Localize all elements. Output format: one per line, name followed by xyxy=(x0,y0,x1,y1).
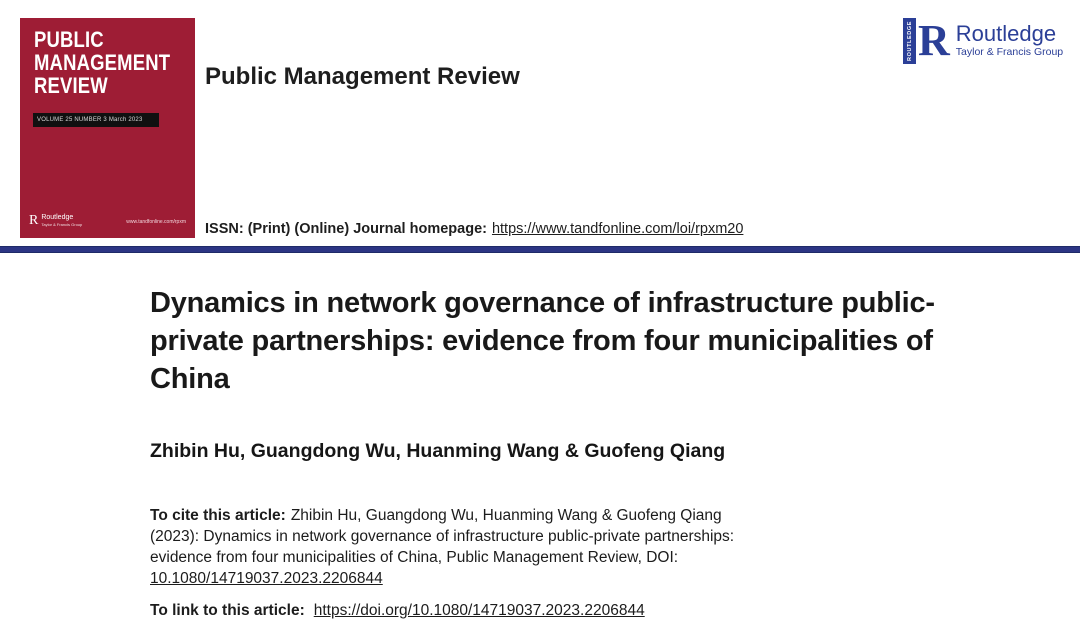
article-doi-link[interactable]: https://doi.org/10.1080/14719037.2023.22… xyxy=(313,602,645,619)
journal-homepage-link[interactable]: https://www.tandfonline.com/loi/rpxm20 xyxy=(491,221,744,237)
cover-title-line: PUBLIC xyxy=(34,27,104,52)
cover-title-line: REVIEW xyxy=(34,73,108,98)
cover-publisher-name: Routledge xyxy=(41,214,74,221)
citation-line: To cite this article: Zhibin Hu, Guangdon… xyxy=(150,505,734,526)
r-monogram-icon: R xyxy=(918,16,950,65)
citation-label: To cite this article: xyxy=(150,507,286,524)
link-line: To link to this article: https://doi.org/… xyxy=(150,602,645,620)
cover-publisher-tagline: Taylor & Francis Group xyxy=(41,222,83,227)
link-label: To link to this article: xyxy=(150,602,305,619)
header-divider xyxy=(0,246,1080,253)
cover-website: www.tandfonline.com/rpxm xyxy=(126,219,186,225)
issn-label: ISSN: (Print) (Online) Journal homepage: xyxy=(205,221,487,237)
cover-title-line: MANAGEMENT xyxy=(34,50,171,75)
article-title: Dynamics in network governance of infras… xyxy=(150,287,935,395)
routledge-wordmark: Routledge xyxy=(955,21,1057,46)
routledge-logo: ROUTLEDGE R Routledge Taylor & Francis G… xyxy=(903,18,1063,64)
citation-line: evidence from four municipalities of Chi… xyxy=(150,549,679,566)
journal-cover: PUBLIC MANAGEMENT REVIEW VOLUME 25 NUMBE… xyxy=(20,18,195,238)
routledge-vertical-text: ROUTLEDGE xyxy=(906,21,913,61)
cover-publisher-logo: R Routledge Taylor & Francis Group xyxy=(29,214,82,228)
issn-line: ISSN: (Print) (Online) Journal homepage:… xyxy=(205,221,743,237)
doi-link[interactable]: 10.1080/14719037.2023.2206844 xyxy=(150,570,383,587)
citation-text: Zhibin Hu, Guangdong Wu, Huanming Wang &… xyxy=(290,507,722,524)
routledge-vertical-strip: ROUTLEDGE xyxy=(903,18,916,64)
article-authors: Zhibin Hu, Guangdong Wu, Huanming Wang &… xyxy=(150,440,726,462)
citation-line: (2023): Dynamics in network governance o… xyxy=(150,528,735,545)
citation-block: To cite this article: Zhibin Hu, Guangdon… xyxy=(150,505,734,589)
routledge-tagline: Taylor & Francis Group xyxy=(955,46,1064,58)
cover-title: PUBLIC MANAGEMENT REVIEW xyxy=(34,28,170,97)
journal-title: Public Management Review xyxy=(205,63,520,90)
r-monogram-icon: R xyxy=(29,213,39,228)
cover-volume-bar: VOLUME 25 NUMBER 3 March 2023 xyxy=(33,113,159,127)
